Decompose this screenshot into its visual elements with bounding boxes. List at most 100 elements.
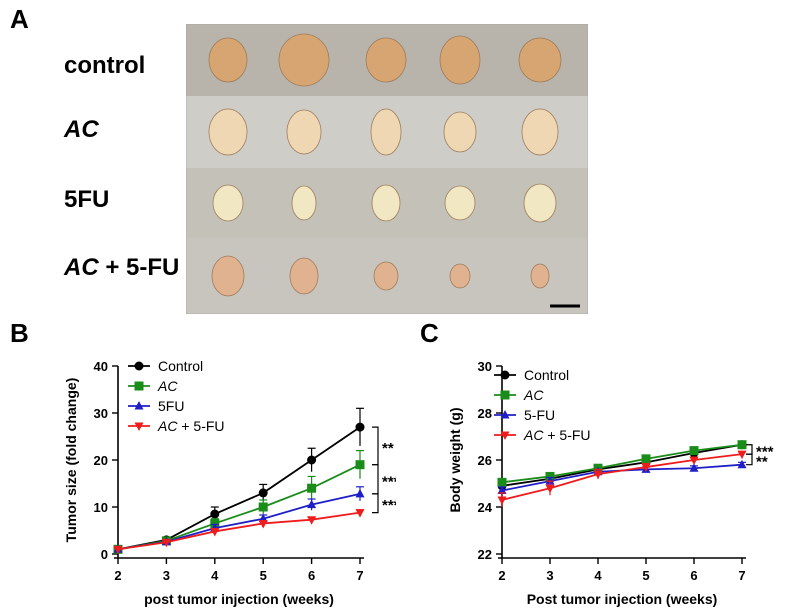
significance-bracket: *** bbox=[372, 493, 396, 514]
series-line bbox=[117, 511, 361, 551]
tumor-sample bbox=[286, 109, 322, 155]
data-point bbox=[497, 477, 507, 487]
x-tick-label: 2 bbox=[114, 568, 121, 583]
legend-label: AC bbox=[523, 387, 544, 403]
tumor-sample bbox=[289, 257, 319, 295]
x-tick-label: 4 bbox=[211, 568, 219, 583]
data-point bbox=[500, 410, 510, 419]
tumor-sample bbox=[208, 37, 248, 83]
data-point bbox=[737, 450, 747, 460]
data-point bbox=[355, 509, 365, 518]
legend: Control AC 5FU AC + 5-FU bbox=[128, 358, 225, 434]
tumor-sample bbox=[212, 184, 244, 222]
data-point bbox=[737, 440, 747, 450]
x-tick-label: 3 bbox=[163, 568, 170, 583]
y-tick-label: 28 bbox=[478, 406, 492, 421]
data-point bbox=[113, 545, 123, 555]
x-axis-label: Post tumor injection (weeks) bbox=[527, 591, 718, 607]
series-ac-5-fu bbox=[113, 509, 365, 555]
data-point bbox=[689, 463, 699, 472]
legend-label: Control bbox=[158, 358, 203, 374]
bracket-line bbox=[372, 493, 379, 514]
x-tick-label: 7 bbox=[356, 568, 363, 583]
tumor-size-chart: B 0 10 20 30 40 2 3 4 5 6 7 post tumor injection (we… bbox=[10, 318, 396, 607]
tumor-sample bbox=[370, 108, 402, 156]
row-label-ac-5fu: AC + 5-FU bbox=[64, 254, 180, 281]
data-point bbox=[258, 519, 268, 529]
y-axis-label: Tumor size (fold change) bbox=[63, 378, 79, 543]
data-point bbox=[161, 538, 171, 548]
y-axis-label: Body weight (g) bbox=[447, 408, 463, 513]
legend-label: 5FU bbox=[158, 398, 184, 414]
data-point bbox=[307, 499, 317, 509]
data-point bbox=[307, 455, 317, 465]
significance-label: ** bbox=[756, 453, 768, 470]
series-line bbox=[501, 443, 743, 484]
legend-label: AC + 5-FU bbox=[157, 418, 225, 434]
series-ac-5-fu bbox=[497, 450, 747, 507]
data-point bbox=[355, 460, 365, 470]
data-point bbox=[134, 401, 144, 410]
y-tick-label: 30 bbox=[478, 359, 492, 374]
data-point bbox=[500, 390, 510, 400]
x-tick-label: 6 bbox=[308, 568, 315, 583]
x-tick-label: 3 bbox=[546, 568, 553, 583]
legend-label: Control bbox=[524, 367, 569, 383]
series-line bbox=[117, 463, 361, 551]
bracket-line bbox=[372, 464, 379, 495]
y-tick-label: 20 bbox=[94, 453, 108, 468]
tumor-sample bbox=[444, 185, 476, 221]
tumor-sample bbox=[518, 37, 562, 83]
data-point bbox=[497, 485, 507, 495]
significance-label: *** bbox=[382, 473, 396, 490]
y-tick-label: 0 bbox=[101, 547, 108, 562]
y-tick-label: 30 bbox=[94, 406, 108, 421]
panel-a-letter: A bbox=[10, 4, 29, 34]
data-point bbox=[210, 527, 220, 537]
y-tick-label: 10 bbox=[94, 500, 108, 515]
data-point bbox=[500, 370, 510, 380]
data-point bbox=[689, 446, 699, 456]
series-line bbox=[501, 453, 743, 501]
tumor-sample bbox=[521, 108, 559, 156]
series-control bbox=[497, 440, 747, 491]
series-line bbox=[117, 492, 361, 551]
legend-label: AC bbox=[157, 378, 178, 394]
data-point bbox=[307, 516, 317, 525]
x-tick-label: 5 bbox=[642, 568, 649, 583]
significance-bracket: ** bbox=[746, 453, 768, 470]
x-tick-label: 5 bbox=[260, 568, 267, 583]
row-label-5fu: 5FU bbox=[64, 186, 110, 213]
significance-label: *** bbox=[382, 497, 396, 514]
y-tick-label: 22 bbox=[478, 547, 492, 562]
y-tick-label: 40 bbox=[94, 359, 108, 374]
tumor-sample bbox=[530, 263, 550, 289]
tumor-sample bbox=[523, 183, 557, 223]
tumor-photograph bbox=[186, 24, 588, 314]
significance-bracket: ** bbox=[372, 426, 394, 466]
tumor-sample bbox=[443, 111, 477, 153]
data-point bbox=[355, 422, 365, 432]
data-point bbox=[355, 488, 365, 498]
data-point bbox=[497, 496, 507, 505]
tumor-sample bbox=[365, 37, 407, 83]
data-point bbox=[689, 456, 699, 465]
bracket-line bbox=[372, 426, 379, 466]
legend: Control AC 5-FU AC + 5-FU bbox=[494, 367, 591, 443]
data-point bbox=[258, 502, 268, 512]
data-point bbox=[307, 483, 317, 493]
significance-label: *** bbox=[756, 443, 774, 460]
data-point bbox=[545, 476, 555, 485]
tumor-sample bbox=[371, 184, 401, 222]
data-point bbox=[641, 463, 651, 473]
data-point bbox=[134, 361, 144, 371]
tumor-sample bbox=[208, 108, 248, 156]
x-tick-label: 6 bbox=[690, 568, 697, 583]
legend-label: AC + 5-FU bbox=[523, 427, 591, 443]
panel-b-letter: B bbox=[10, 318, 29, 348]
bracket-line bbox=[746, 444, 753, 455]
significance-bracket: *** bbox=[372, 464, 396, 495]
row-label-control: control bbox=[64, 52, 146, 79]
tumor-sample bbox=[373, 261, 399, 291]
series-line bbox=[501, 443, 743, 487]
